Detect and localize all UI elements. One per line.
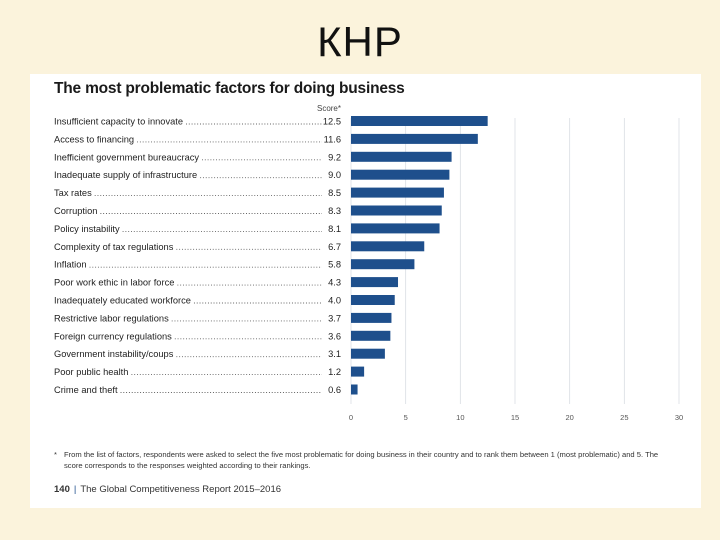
value-label: 8.3: [328, 206, 341, 216]
footnote-mark: *: [54, 450, 57, 459]
x-tick-label: 25: [620, 413, 628, 422]
bar: [351, 259, 415, 270]
value-label: 1.2: [328, 367, 341, 377]
category-label: Access to financing: [54, 134, 134, 144]
category-label: Corruption: [54, 206, 97, 216]
page-footer: 140 | The Global Competitiveness Report 20…: [54, 484, 281, 495]
bar: [351, 187, 444, 198]
footnote-text: From the list of factors, respondents we…: [64, 450, 659, 470]
category-label: Restrictive labor regulations: [54, 313, 169, 323]
category-label: Government instability/coups: [54, 349, 174, 359]
x-tick-label: 5: [404, 413, 408, 422]
bar: [351, 133, 478, 144]
value-label: 12.5: [323, 117, 341, 127]
category-label: Foreign currency regulations: [54, 331, 172, 341]
bar: [351, 348, 385, 359]
value-label: 3.6: [328, 331, 341, 341]
x-tick-label: 0: [349, 413, 353, 422]
value-label: 3.7: [328, 313, 341, 323]
value-label: 4.0: [328, 296, 341, 306]
value-label: 0.6: [328, 385, 341, 395]
value-label: 4.3: [328, 278, 341, 288]
bar: [351, 295, 395, 305]
value-label: 3.1: [328, 349, 341, 359]
value-label: 6.7: [328, 242, 341, 252]
footer-separator: |: [73, 484, 77, 495]
x-tick-label: 15: [511, 413, 519, 422]
category-label: Inflation: [54, 260, 87, 270]
bar: [351, 330, 391, 341]
score-header: Score*: [317, 104, 341, 113]
category-label: Inefficient government bureaucracy: [54, 152, 199, 162]
bar: [351, 312, 392, 323]
category-label: Inadequately educated workforce: [54, 296, 191, 306]
bar: [351, 241, 425, 252]
page-number: 140: [54, 484, 70, 495]
category-label: Complexity of tax regulations: [54, 242, 174, 252]
category-label: Poor public health: [54, 367, 128, 377]
bar: [351, 116, 488, 126]
bar: [351, 151, 452, 162]
bar: [351, 366, 365, 377]
report-source: The Global Competitiveness Report 2015–2…: [80, 484, 282, 495]
category-label: Insufficient capacity to innovate: [54, 117, 183, 127]
value-label: 9.2: [328, 152, 341, 162]
x-tick-label: 30: [675, 413, 683, 422]
slide-title: КНР: [317, 18, 403, 65]
category-label: Crime and theft: [54, 385, 118, 395]
bar: [351, 277, 399, 288]
chart-panel: The most problematic factors for doing b…: [30, 74, 701, 508]
bar: [351, 223, 440, 234]
category-label: Poor work ethic in labor force: [54, 278, 174, 288]
value-label: 9.0: [328, 170, 341, 180]
category-label: Inadequate supply of infrastructure: [54, 170, 197, 180]
category-label: Tax rates: [54, 188, 92, 198]
bar: [351, 169, 450, 180]
x-tick-label: 20: [565, 413, 573, 422]
bar: [351, 384, 358, 395]
value-label: 8.1: [328, 224, 341, 234]
value-label: 11.6: [324, 134, 341, 144]
value-label: 5.8: [328, 260, 341, 270]
x-tick-label: 10: [456, 413, 464, 422]
value-label: 8.5: [328, 188, 341, 198]
bar-chart: Score* 0 5 10 15 20 25 30 Insufficient capacity …: [54, 104, 683, 422]
footnote: * From the list of factors, respondents …: [54, 449, 664, 471]
bar: [351, 205, 442, 216]
chart-title: The most problematic factors for doing b…: [54, 80, 405, 97]
category-label: Policy instability: [54, 224, 120, 234]
